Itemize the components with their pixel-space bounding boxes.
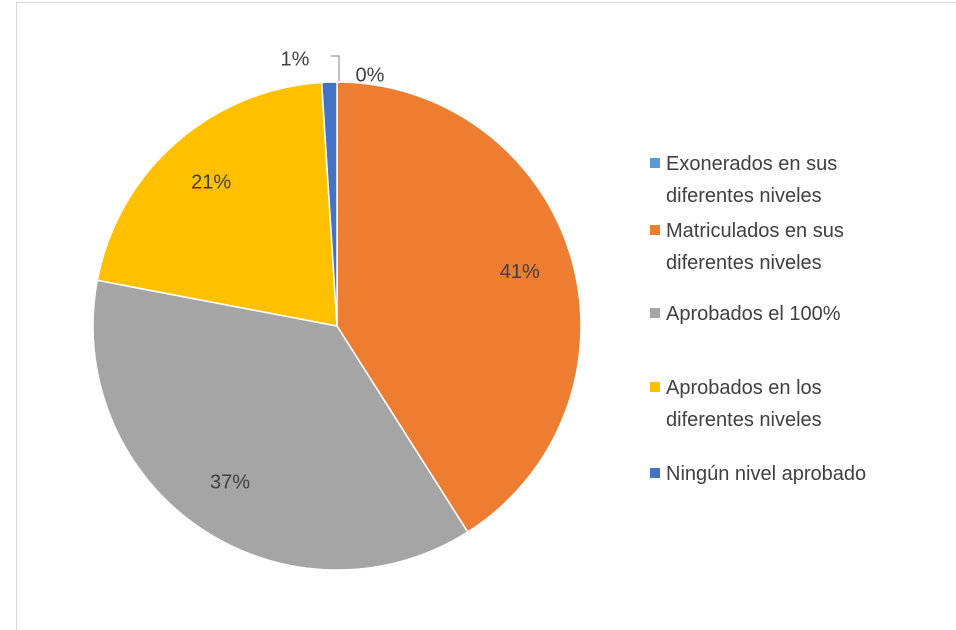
data-label: 0% [356,64,385,86]
frame [16,2,956,630]
pie-slice [92,279,469,571]
pie-slice [320,81,338,327]
legend-swatch [650,308,660,318]
legend-entry: Aprobados en los diferentes niveles [650,372,910,436]
data-label: 41% [500,261,540,283]
legend-entry: Aprobados el 100% [650,298,910,330]
leader-line [331,55,340,82]
data-label: 21% [191,172,231,194]
legend-entry: Matriculados en sus diferentes niveles [650,215,910,279]
legend-label: Matriculados en sus diferentes niveles [666,220,844,274]
pie-slice [336,81,582,534]
legend-label: Aprobados en los diferentes niveles [666,377,822,431]
legend-swatch [650,382,660,392]
legend-entry: Exonerados en sus diferentes niveles [650,148,910,212]
legend-label: Ningún nivel aprobado [666,463,867,485]
data-label: 37% [210,472,250,494]
legend-swatch [650,225,660,235]
legend-entry: Ningún nivel aprobado [650,458,910,490]
legend-swatch [650,158,660,168]
pie-slice [96,81,338,327]
legend-label: Exonerados en sus diferentes niveles [666,153,838,207]
legend-swatch [650,468,660,478]
legend-label: Aprobados el 100% [666,303,841,325]
data-label: 1% [281,48,310,70]
